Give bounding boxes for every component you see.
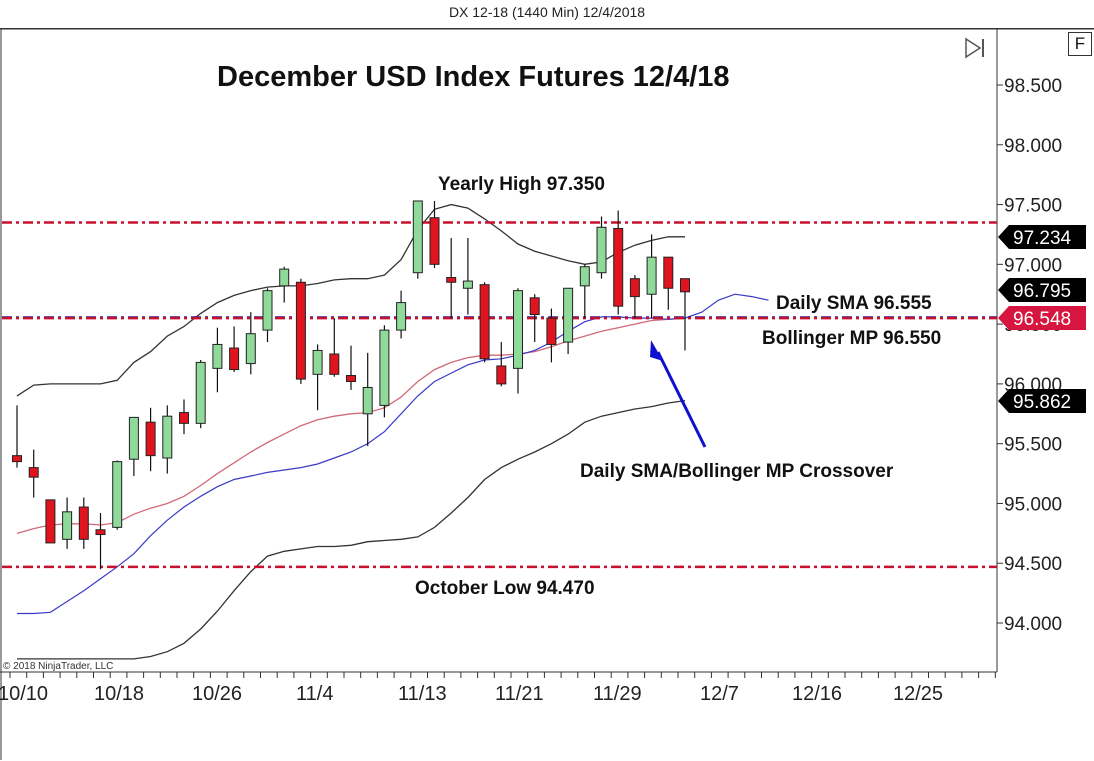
up-candle [412, 200, 423, 274]
window-title: DX 12-18 (1440 Min) 12/4/2018 [448, 4, 646, 20]
down-candle [229, 347, 240, 371]
down-candle [329, 353, 340, 375]
price-tick-label: 98.000 [1004, 136, 1062, 157]
up-candle [128, 416, 139, 460]
up-candle [563, 287, 574, 343]
up-candle [462, 280, 473, 289]
price-tick-label: 97.500 [1004, 196, 1062, 217]
down-candle [45, 499, 56, 544]
price-axis[interactable]: 98.50098.00097.50097.00096.50096.00095.5… [997, 76, 1062, 635]
down-candle [145, 421, 156, 457]
skip-to-end-icon [965, 37, 984, 59]
up-candle [279, 268, 290, 287]
price-tick-label: 95.000 [1004, 494, 1062, 515]
up-candle [195, 361, 206, 424]
up-candle [579, 266, 590, 287]
price-marker-tag [998, 278, 1086, 302]
chart-title: December USD Index Futures 12/4/18 [217, 61, 730, 93]
down-candle [529, 297, 540, 316]
down-candle [346, 375, 356, 383]
down-candle [295, 281, 306, 380]
price-tick-label: 95.500 [1004, 435, 1062, 456]
down-candle [613, 227, 624, 307]
chart-annotations: December USD Index Futures 12/4/18 Yearly… [3, 61, 941, 672]
up-candle [596, 226, 607, 274]
copyright-text: © 2018 NinjaTrader, LLC [3, 661, 113, 672]
f-button[interactable]: F [1068, 32, 1092, 56]
price-marker-value: 96.795 [1013, 281, 1071, 302]
date-tick-label: 11/13 [398, 683, 447, 705]
price-marker-value: 97.234 [1013, 228, 1072, 249]
down-candle [680, 278, 690, 293]
up-candle [362, 386, 373, 415]
down-candle [446, 276, 457, 283]
price-marker-tag [998, 225, 1086, 249]
date-tick-label: 11/21 [495, 683, 544, 705]
up-candle [646, 256, 657, 295]
down-candle [546, 317, 557, 345]
bollinger-lower-line [17, 399, 686, 660]
price-marker-value: 96.548 [1013, 309, 1071, 330]
arrow-head-icon [650, 340, 663, 361]
down-candle [179, 412, 189, 424]
up-candle [262, 290, 273, 331]
date-tick-label: 12/16 [792, 683, 842, 705]
bollinger-mp-label: Bollinger MP 96.550 [762, 328, 941, 349]
bollinger-bands [16, 203, 769, 660]
up-candle [379, 329, 390, 406]
up-candle [513, 290, 523, 369]
up-candle [312, 349, 323, 375]
up-candle [245, 333, 256, 365]
down-candle [28, 467, 39, 478]
date-tick-label: 12/25 [893, 683, 943, 705]
down-candle [663, 256, 674, 289]
daily-sma-label: Daily SMA 96.555 [776, 293, 932, 314]
date-tick-label: 10/10 [0, 683, 48, 705]
price-marker-tag [998, 306, 1086, 330]
down-candle [95, 529, 106, 536]
up-candle [112, 461, 123, 528]
price-tick-label: 98.500 [1004, 76, 1062, 97]
yearly-high-label: Yearly High 97.350 [438, 174, 605, 195]
scroll-to-end-button[interactable] [962, 36, 988, 60]
crossover-arrow [656, 351, 707, 448]
price-tick-label: 94.500 [1004, 554, 1062, 575]
down-candle [479, 284, 490, 360]
price-marker-value: 95.862 [1013, 392, 1071, 413]
up-candle [396, 302, 407, 331]
crossover-label: Daily SMA/Bollinger MP Crossover [580, 461, 894, 482]
date-tick-label: 10/18 [94, 683, 144, 705]
time-axis[interactable]: 10/10 10/18 10/26 11/4 11/13 11/21 11/29 12/7 12… [0, 672, 996, 705]
down-candle [629, 278, 640, 298]
bollinger-upper-line [16, 203, 685, 397]
down-candle [496, 365, 507, 385]
up-candle [62, 511, 73, 540]
price-marker-tag [998, 389, 1086, 413]
date-tick-label: 10/26 [192, 683, 242, 705]
down-candle [12, 455, 22, 463]
date-tick-label: 12/7 [700, 683, 739, 705]
price-tick-label: 94.000 [1004, 614, 1062, 635]
october-low-label: October Low 94.470 [415, 578, 595, 599]
price-markers: 97.234 96.795 96.548 95.862 [998, 225, 1086, 413]
horizontal-levels [2, 221, 997, 569]
candlesticks [12, 200, 690, 570]
date-tick-label: 11/4 [296, 683, 333, 705]
daily-sma-line [17, 293, 769, 615]
price-tick-label: 97.000 [1004, 255, 1062, 276]
down-candle [78, 506, 89, 540]
bollinger-middle-line [16, 317, 686, 535]
down-candle [429, 217, 440, 265]
date-tick-label: 11/29 [593, 683, 642, 705]
up-candle [162, 415, 173, 459]
up-candle [212, 343, 223, 369]
